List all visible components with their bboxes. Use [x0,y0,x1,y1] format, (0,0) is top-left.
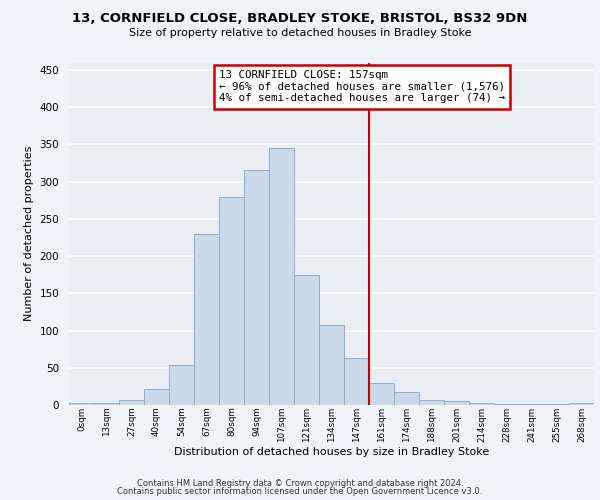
Bar [94,403,119,405]
Bar [519,404,544,405]
Bar [569,403,594,405]
Bar [119,400,144,405]
Text: 13 CORNFIELD CLOSE: 157sqm
← 96% of detached houses are smaller (1,576)
4% of se: 13 CORNFIELD CLOSE: 157sqm ← 96% of deta… [219,70,505,103]
Bar [244,170,269,405]
Y-axis label: Number of detached properties: Number of detached properties [24,146,34,322]
Bar [269,148,294,405]
Bar [169,365,194,405]
Bar [494,404,519,405]
Bar [69,403,94,405]
Text: 13, CORNFIELD CLOSE, BRADLEY STOKE, BRISTOL, BS32 9DN: 13, CORNFIELD CLOSE, BRADLEY STOKE, BRIS… [73,12,527,26]
Bar [419,400,444,405]
X-axis label: Distribution of detached houses by size in Bradley Stoke: Distribution of detached houses by size … [174,448,489,458]
Bar [344,358,369,405]
Bar [469,403,494,405]
Bar [369,382,394,405]
Bar [394,392,419,405]
Bar [144,388,169,405]
Bar [444,402,469,405]
Bar [194,234,219,405]
Text: Contains HM Land Registry data © Crown copyright and database right 2024.: Contains HM Land Registry data © Crown c… [137,478,463,488]
Bar [294,274,319,405]
Text: Contains public sector information licensed under the Open Government Licence v3: Contains public sector information licen… [118,487,482,496]
Text: Size of property relative to detached houses in Bradley Stoke: Size of property relative to detached ho… [129,28,471,38]
Bar [544,404,569,405]
Bar [319,324,344,405]
Bar [219,196,244,405]
